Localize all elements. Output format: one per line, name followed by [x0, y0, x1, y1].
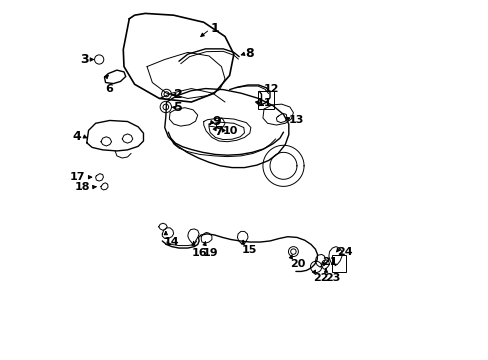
Text: 15: 15	[241, 244, 257, 255]
Text: 2: 2	[173, 89, 182, 102]
Text: 8: 8	[244, 46, 253, 60]
Text: 12: 12	[264, 84, 279, 94]
Text: 3: 3	[80, 53, 88, 66]
Text: 5: 5	[174, 101, 183, 114]
Text: 6: 6	[105, 84, 113, 94]
Text: 11: 11	[256, 98, 272, 108]
Text: 23: 23	[325, 273, 340, 283]
Text: 13: 13	[288, 116, 304, 125]
Text: 16: 16	[192, 248, 207, 258]
Text: 18: 18	[75, 182, 90, 192]
Text: 14: 14	[163, 237, 179, 247]
Text: 1: 1	[210, 22, 219, 35]
Text: 19: 19	[202, 248, 218, 258]
Text: 4: 4	[73, 130, 81, 143]
Text: 22: 22	[313, 273, 328, 283]
Text: 17: 17	[69, 172, 85, 182]
Text: 21: 21	[321, 257, 337, 267]
Text: 7: 7	[214, 125, 223, 138]
Text: 9: 9	[211, 115, 220, 128]
Text: 24: 24	[337, 247, 352, 257]
Text: 10: 10	[222, 126, 238, 136]
Text: 20: 20	[290, 259, 305, 269]
